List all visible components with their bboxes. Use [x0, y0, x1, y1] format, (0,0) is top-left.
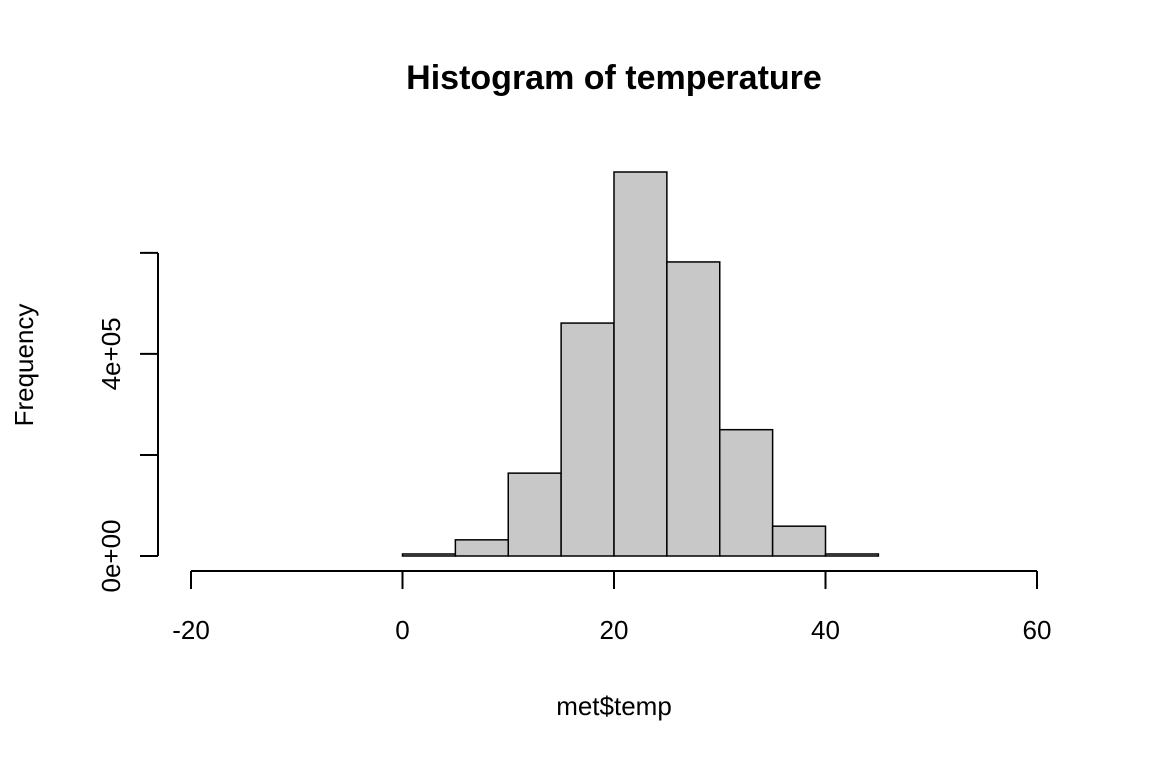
bar — [560, 322, 615, 557]
bar — [771, 525, 827, 557]
chart-title: Histogram of temperature — [406, 59, 822, 97]
x-tick-label: 0 — [395, 615, 409, 645]
x-tick-label: 20 — [600, 615, 629, 645]
bar — [719, 428, 774, 557]
x-tick-label: 60 — [1023, 615, 1052, 645]
bar — [401, 553, 457, 557]
bar — [824, 553, 880, 557]
x-tick-label: -20 — [172, 615, 210, 645]
bar — [613, 171, 668, 557]
y-tick-label: 4e+05 — [96, 317, 126, 390]
y-tick-label: 0e+00 — [96, 519, 126, 592]
bar — [454, 539, 509, 557]
bar — [507, 472, 562, 557]
x-axis-title: met$temp — [556, 691, 672, 721]
bar — [666, 261, 721, 557]
x-tick-label: 40 — [811, 615, 840, 645]
y-axis-title: Frequency — [9, 304, 39, 427]
